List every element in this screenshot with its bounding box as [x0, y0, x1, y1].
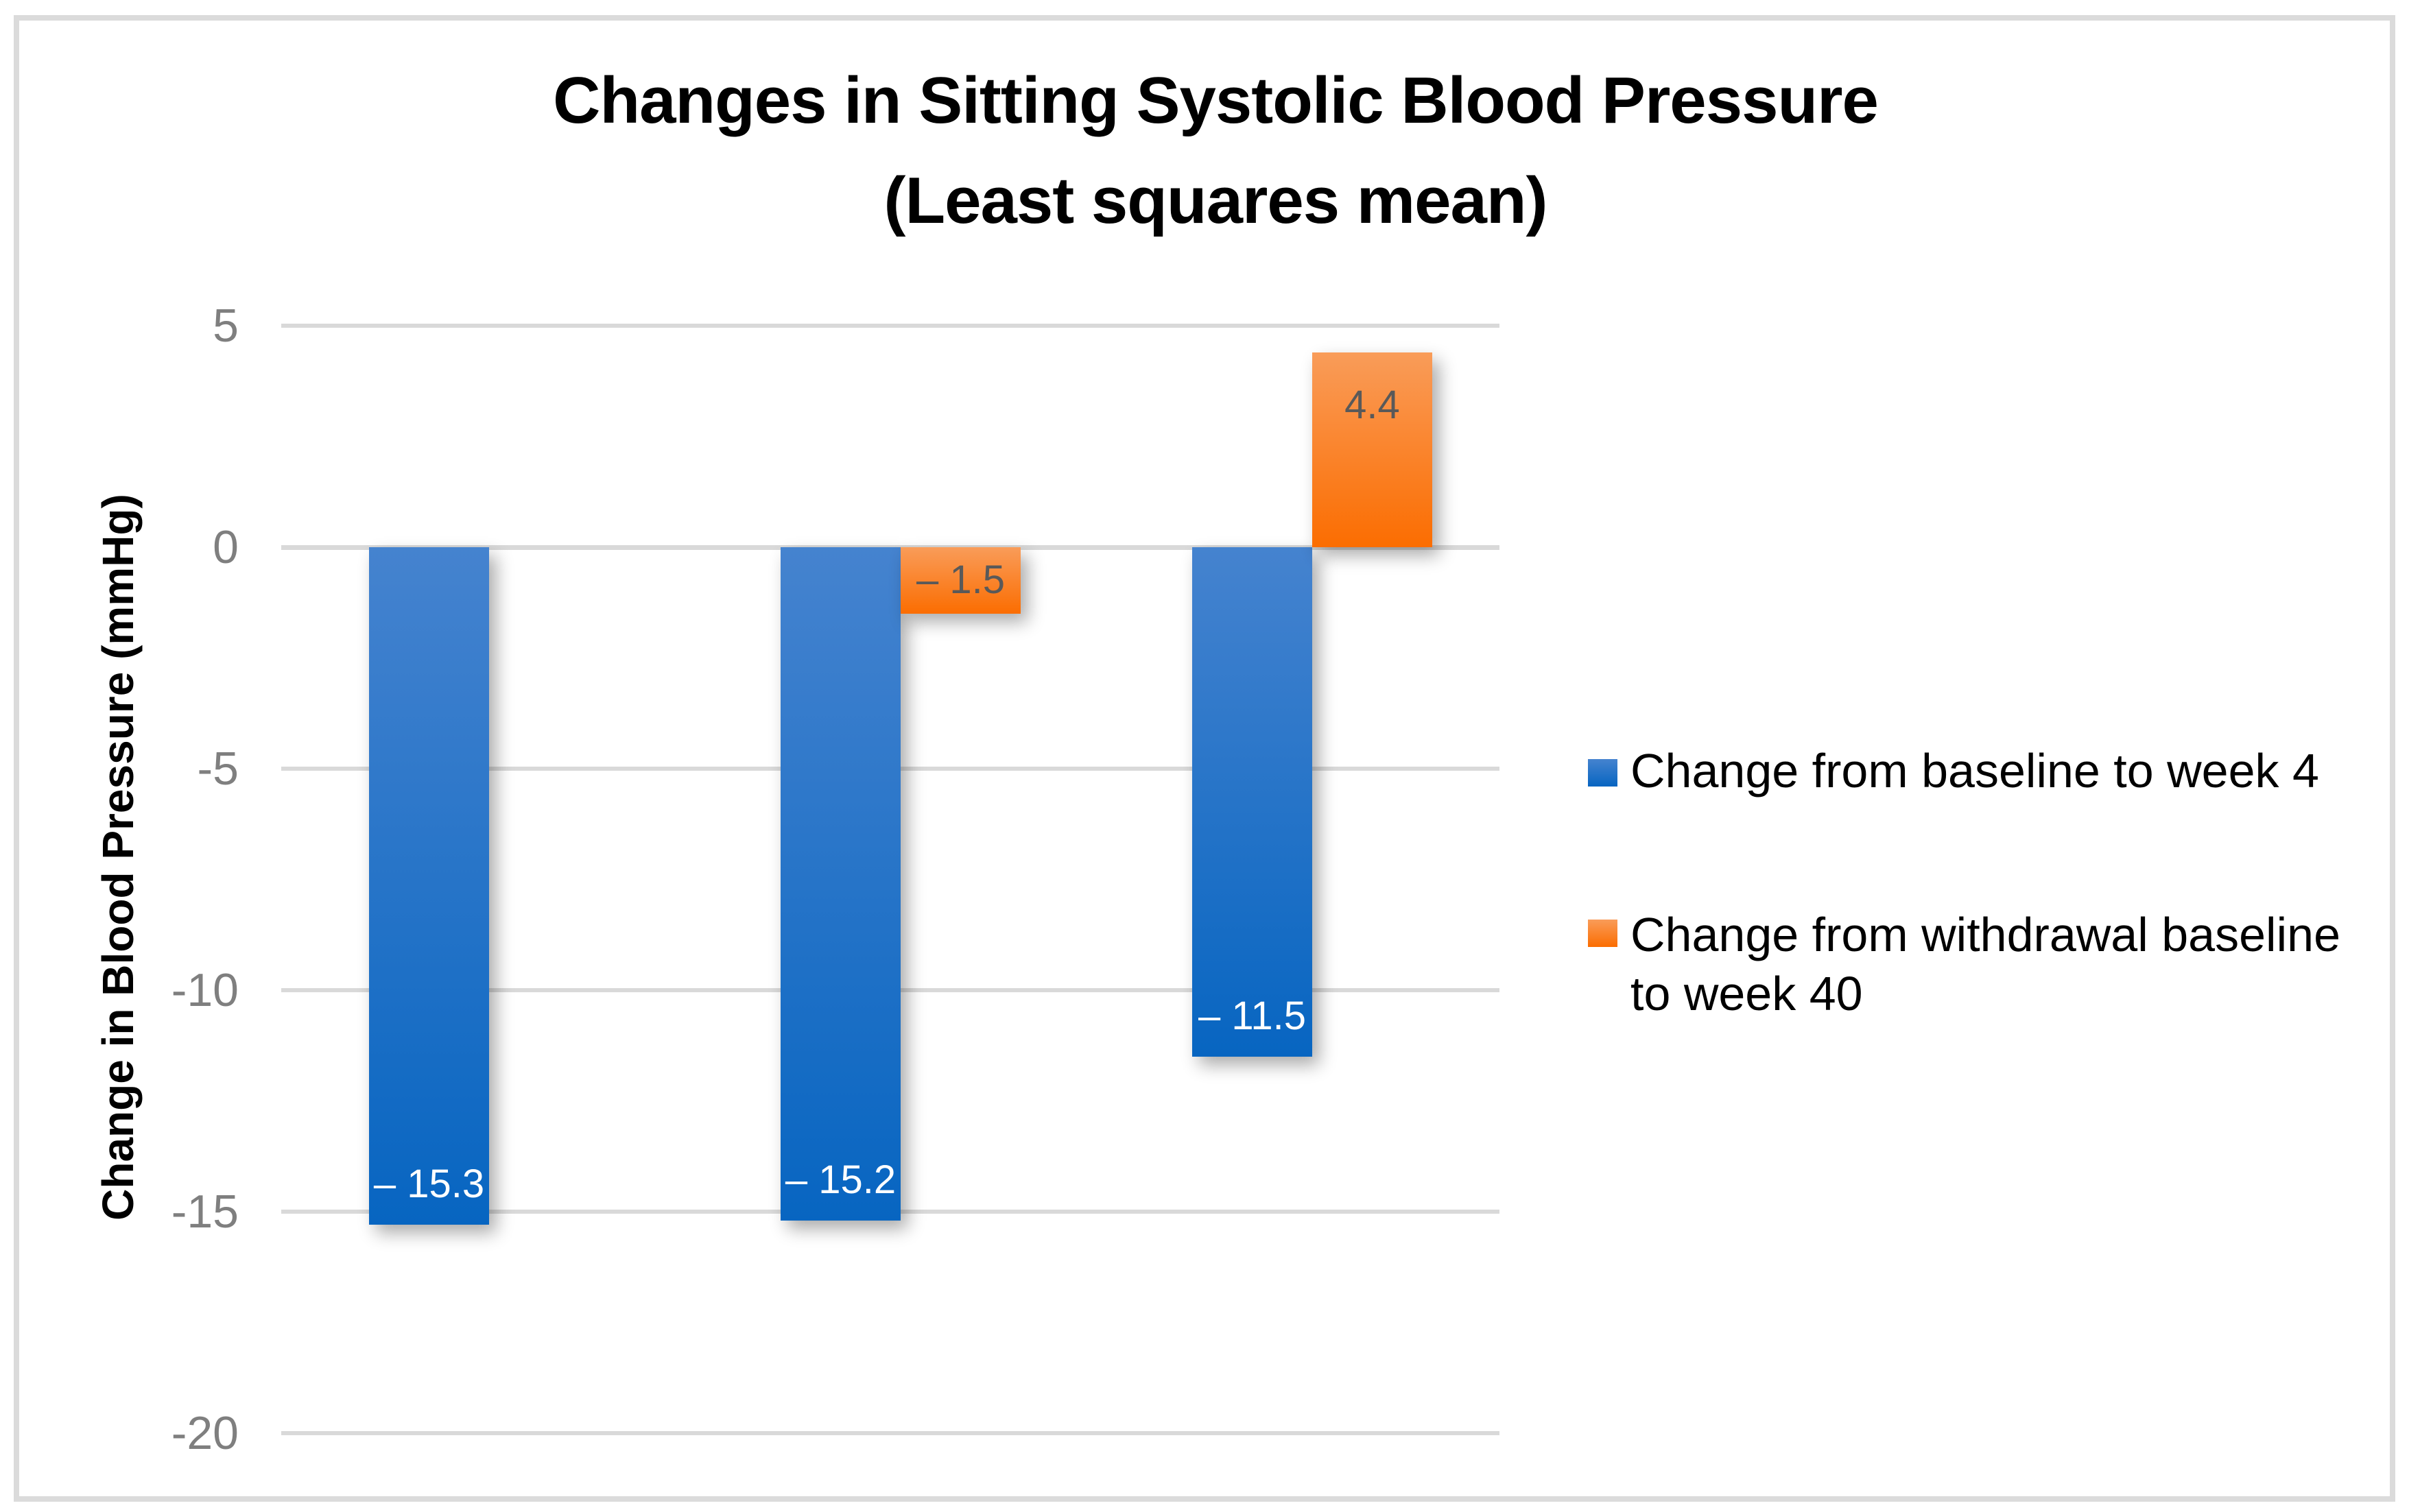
y-tick-label-0: 0	[213, 521, 239, 573]
bar-series2-cat2	[901, 547, 1021, 614]
bar-series1-cat1	[369, 547, 489, 1225]
bar-label-series1-cat1: – 15.3	[373, 1162, 485, 1207]
chart-title-line1: Changes in Sitting Systolic Blood Pressu…	[553, 64, 1879, 137]
legend-label-week40-line1: Change from withdrawal baseline	[1630, 908, 2340, 961]
y-tick-label--20: -20	[171, 1407, 239, 1459]
gridline-y5	[281, 324, 1499, 328]
legend-swatch-week40	[1588, 920, 1617, 947]
bar-label-series2-cat2: – 1.5	[916, 557, 1005, 603]
y-tick-label--10: -10	[171, 964, 239, 1016]
legend-label-week40-line2: to week 40	[1630, 967, 1863, 1020]
chart-title-line2: (Least squares mean)	[883, 164, 1547, 237]
gridline-y-20	[281, 1431, 1499, 1435]
y-tick-label-5: 5	[213, 300, 239, 352]
bar-series1-cat2	[781, 547, 901, 1221]
y-tick-label--5: -5	[197, 743, 239, 795]
bar-series2-cat3	[1312, 352, 1432, 547]
chart-outer-border	[14, 15, 2395, 1502]
y-tick-label--15: -15	[171, 1186, 239, 1238]
legend-label-week4: Change from baseline to week 4	[1630, 744, 2319, 797]
bar-label-series2-cat3: 4.4	[1344, 382, 1400, 427]
legend-label-week40: Change from withdrawal baseline to week …	[1630, 905, 2409, 1023]
legend-swatch-week4	[1588, 759, 1617, 787]
bar-series1-cat3	[1192, 547, 1312, 1057]
bar-label-series1-cat2: – 15.2	[785, 1157, 897, 1202]
bar-label-series1-cat3: – 11.5	[1198, 993, 1306, 1038]
